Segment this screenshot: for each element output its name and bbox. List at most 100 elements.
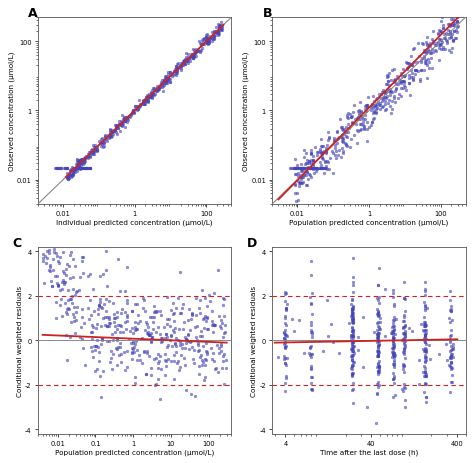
- Point: [370, 110, 377, 117]
- Point: [333, 128, 340, 135]
- Point: [319, 165, 326, 172]
- Point: [70, 317, 78, 325]
- Point: [374, 390, 381, 397]
- Point: [97, 323, 105, 330]
- Point: [118, 113, 126, 120]
- Point: [309, 166, 316, 174]
- Point: [316, 165, 324, 172]
- Point: [188, 343, 196, 350]
- Point: [75, 287, 83, 294]
- Point: [300, 172, 308, 179]
- Point: [350, 132, 358, 139]
- Point: [112, 125, 120, 133]
- Point: [155, 86, 163, 94]
- Point: [374, 99, 382, 106]
- Point: [348, 340, 356, 348]
- Point: [374, 350, 382, 357]
- Point: [209, 36, 216, 44]
- Point: [175, 366, 183, 374]
- Point: [199, 362, 206, 369]
- Point: [162, 75, 170, 82]
- Point: [426, 40, 433, 47]
- Point: [210, 321, 218, 329]
- Point: [197, 49, 204, 56]
- Point: [409, 75, 417, 83]
- Point: [210, 36, 218, 43]
- Point: [423, 41, 431, 48]
- Point: [153, 88, 160, 96]
- Point: [405, 63, 413, 70]
- Point: [193, 50, 201, 57]
- Point: [407, 68, 415, 75]
- Point: [66, 168, 73, 175]
- Point: [420, 299, 428, 306]
- Point: [361, 106, 368, 114]
- Point: [399, 365, 407, 373]
- Point: [420, 322, 428, 330]
- Point: [220, 351, 228, 358]
- Point: [400, 324, 407, 332]
- Point: [408, 62, 416, 69]
- Point: [309, 157, 317, 164]
- Point: [100, 144, 107, 152]
- Point: [48, 234, 56, 242]
- Point: [193, 48, 201, 55]
- Point: [313, 166, 320, 173]
- Point: [445, 22, 452, 29]
- Point: [344, 143, 351, 150]
- Point: [130, 109, 138, 117]
- Point: [388, 353, 396, 361]
- Point: [321, 165, 328, 172]
- Point: [113, 345, 120, 353]
- Point: [317, 165, 324, 172]
- Point: [163, 333, 171, 341]
- Point: [117, 288, 124, 295]
- Point: [345, 115, 352, 123]
- Point: [318, 154, 326, 161]
- Point: [348, 309, 356, 317]
- Point: [308, 365, 315, 373]
- Point: [384, 79, 392, 86]
- Point: [405, 75, 413, 82]
- Point: [305, 165, 312, 172]
- Point: [152, 329, 160, 337]
- Point: [319, 165, 327, 172]
- Point: [118, 119, 126, 127]
- Point: [170, 300, 177, 307]
- Point: [374, 329, 382, 337]
- Point: [399, 66, 407, 73]
- Point: [306, 344, 314, 352]
- Point: [349, 306, 357, 313]
- Point: [374, 343, 382, 350]
- Point: [215, 31, 223, 38]
- Point: [374, 333, 381, 341]
- Point: [218, 340, 225, 348]
- Point: [437, 29, 445, 36]
- Point: [98, 304, 106, 312]
- Point: [312, 168, 319, 175]
- Point: [349, 380, 357, 387]
- Point: [447, 364, 455, 371]
- Point: [446, 30, 454, 37]
- Point: [374, 310, 381, 318]
- Point: [60, 249, 67, 256]
- Point: [307, 172, 314, 180]
- Point: [173, 66, 181, 73]
- Point: [105, 134, 112, 141]
- Point: [447, 354, 454, 362]
- Point: [144, 93, 151, 100]
- Point: [439, 22, 447, 30]
- Point: [392, 315, 400, 323]
- Point: [396, 76, 403, 84]
- Point: [68, 163, 75, 171]
- Point: [374, 352, 381, 360]
- Point: [170, 352, 178, 359]
- Point: [424, 46, 432, 53]
- Point: [166, 69, 173, 76]
- Point: [400, 79, 408, 86]
- Point: [105, 323, 112, 330]
- Point: [130, 344, 137, 351]
- Point: [203, 350, 211, 358]
- Point: [178, 62, 186, 69]
- Point: [335, 134, 343, 141]
